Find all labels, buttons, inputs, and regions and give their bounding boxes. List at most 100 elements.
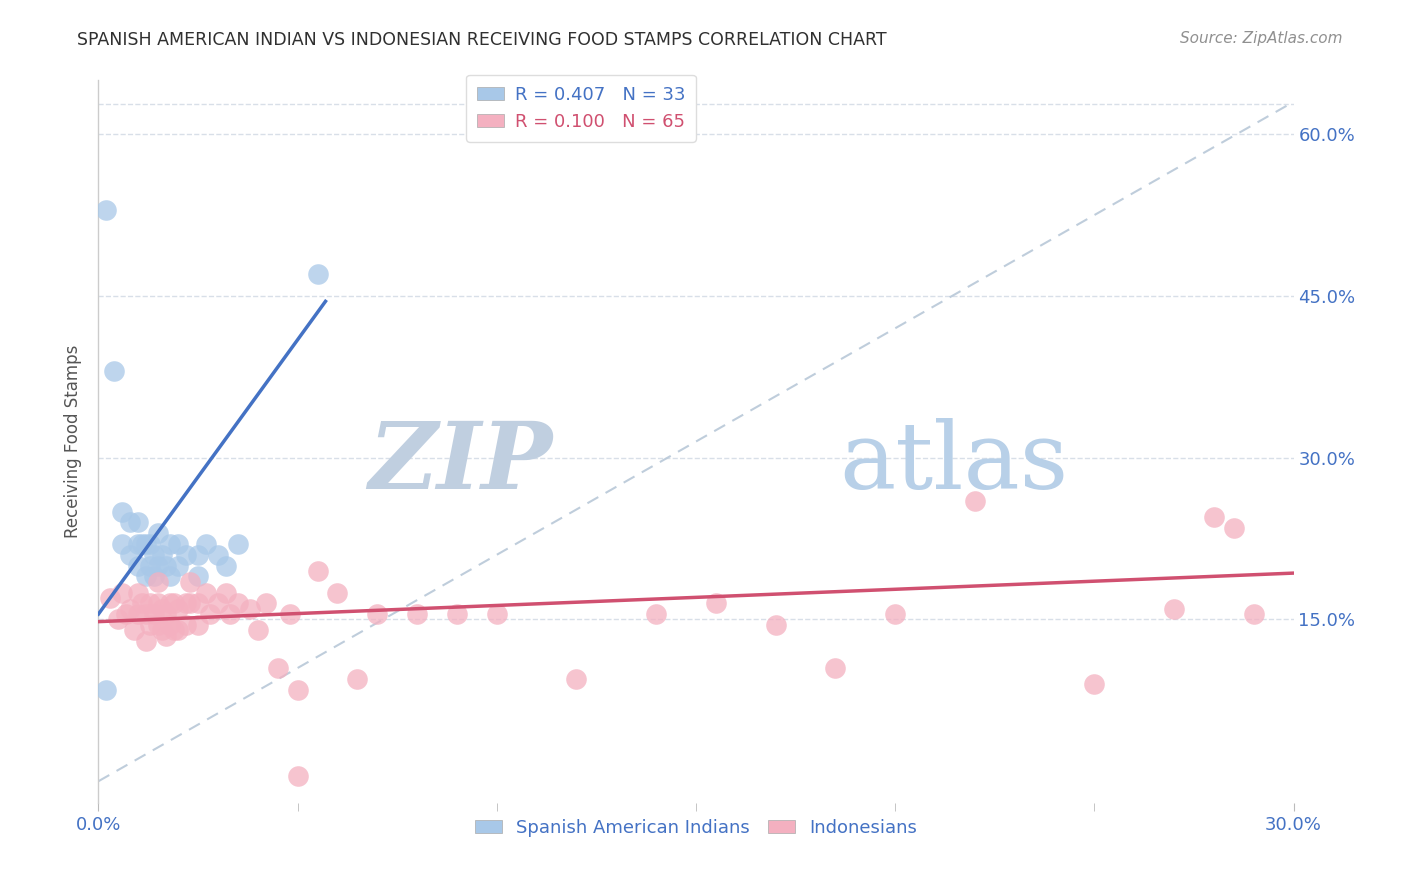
Point (143, 548, 166, 562)
Point (155, 629, 177, 643)
Point (139, 618, 162, 632)
Point (406, 607, 429, 621)
Point (98, 591, 122, 605)
Point (159, 596, 181, 610)
Text: SPANISH AMERICAN INDIAN VS INDONESIAN RECEIVING FOOD STAMPS CORRELATION CHART: SPANISH AMERICAN INDIAN VS INDONESIAN RE… (77, 31, 887, 49)
Point (187, 596, 209, 610)
Point (174, 596, 197, 610)
Point (207, 596, 229, 610)
Point (1243, 607, 1265, 621)
Text: Source: ZipAtlas.com: Source: ZipAtlas.com (1180, 31, 1343, 46)
Point (159, 618, 181, 632)
Point (103, 364, 125, 378)
Point (215, 585, 238, 599)
Point (120, 601, 142, 615)
Point (207, 548, 229, 562)
Point (226, 537, 249, 551)
Point (124, 624, 146, 638)
Point (139, 558, 162, 573)
Point (148, 618, 170, 632)
Point (239, 601, 262, 615)
Point (127, 585, 149, 599)
Point (127, 537, 149, 551)
Point (107, 612, 129, 626)
Point (824, 661, 846, 675)
Point (179, 574, 201, 589)
Point (167, 537, 190, 551)
Point (704, 596, 727, 610)
Point (135, 634, 157, 648)
Y-axis label: Receiving Food Stamps: Receiving Food Stamps (65, 345, 83, 538)
Point (366, 607, 388, 621)
Point (150, 548, 173, 562)
Point (148, 574, 170, 589)
Point (159, 537, 181, 551)
Point (163, 624, 186, 638)
Point (765, 618, 787, 632)
Text: ZIP: ZIP (368, 418, 553, 508)
Point (159, 569, 181, 583)
Point (143, 569, 166, 583)
Point (143, 607, 166, 621)
Point (1223, 521, 1246, 535)
Point (195, 585, 218, 599)
Point (1163, 601, 1185, 615)
Point (135, 537, 157, 551)
Point (155, 558, 177, 573)
Point (187, 569, 209, 583)
Point (111, 585, 134, 599)
Point (1202, 510, 1225, 524)
Point (179, 596, 201, 610)
Point (198, 607, 221, 621)
Point (446, 607, 468, 621)
Point (120, 548, 142, 562)
Point (287, 682, 309, 697)
Point (254, 596, 277, 610)
Point (155, 607, 177, 621)
Point (215, 558, 238, 573)
Point (115, 607, 138, 621)
Point (120, 516, 142, 530)
Point (163, 596, 186, 610)
Point (884, 607, 907, 621)
Point (127, 607, 149, 621)
Point (287, 769, 309, 783)
Point (135, 607, 157, 621)
Point (131, 537, 153, 551)
Point (127, 558, 149, 573)
Point (485, 607, 508, 621)
Point (326, 585, 349, 599)
Point (96, 682, 118, 697)
Point (167, 624, 190, 638)
Point (96, 202, 118, 217)
Point (307, 564, 329, 578)
Point (150, 624, 173, 638)
Point (150, 601, 173, 615)
Point (139, 596, 162, 610)
Point (174, 618, 197, 632)
Point (135, 569, 157, 583)
Point (148, 558, 170, 573)
Point (167, 558, 190, 573)
Point (139, 537, 162, 551)
Point (111, 505, 134, 519)
Point (219, 607, 242, 621)
Point (187, 548, 209, 562)
Point (148, 526, 170, 541)
Point (127, 516, 149, 530)
Text: atlas: atlas (839, 418, 1069, 508)
Point (187, 618, 209, 632)
Legend: Spanish American Indians, Indonesians: Spanish American Indians, Indonesians (467, 812, 925, 845)
Point (167, 601, 190, 615)
Point (226, 596, 249, 610)
Point (963, 493, 986, 508)
Point (645, 607, 668, 621)
Point (278, 607, 301, 621)
Point (195, 537, 218, 551)
Point (111, 537, 134, 551)
Point (131, 596, 153, 610)
Point (174, 548, 197, 562)
Point (565, 672, 588, 686)
Point (148, 596, 170, 610)
Point (246, 624, 269, 638)
